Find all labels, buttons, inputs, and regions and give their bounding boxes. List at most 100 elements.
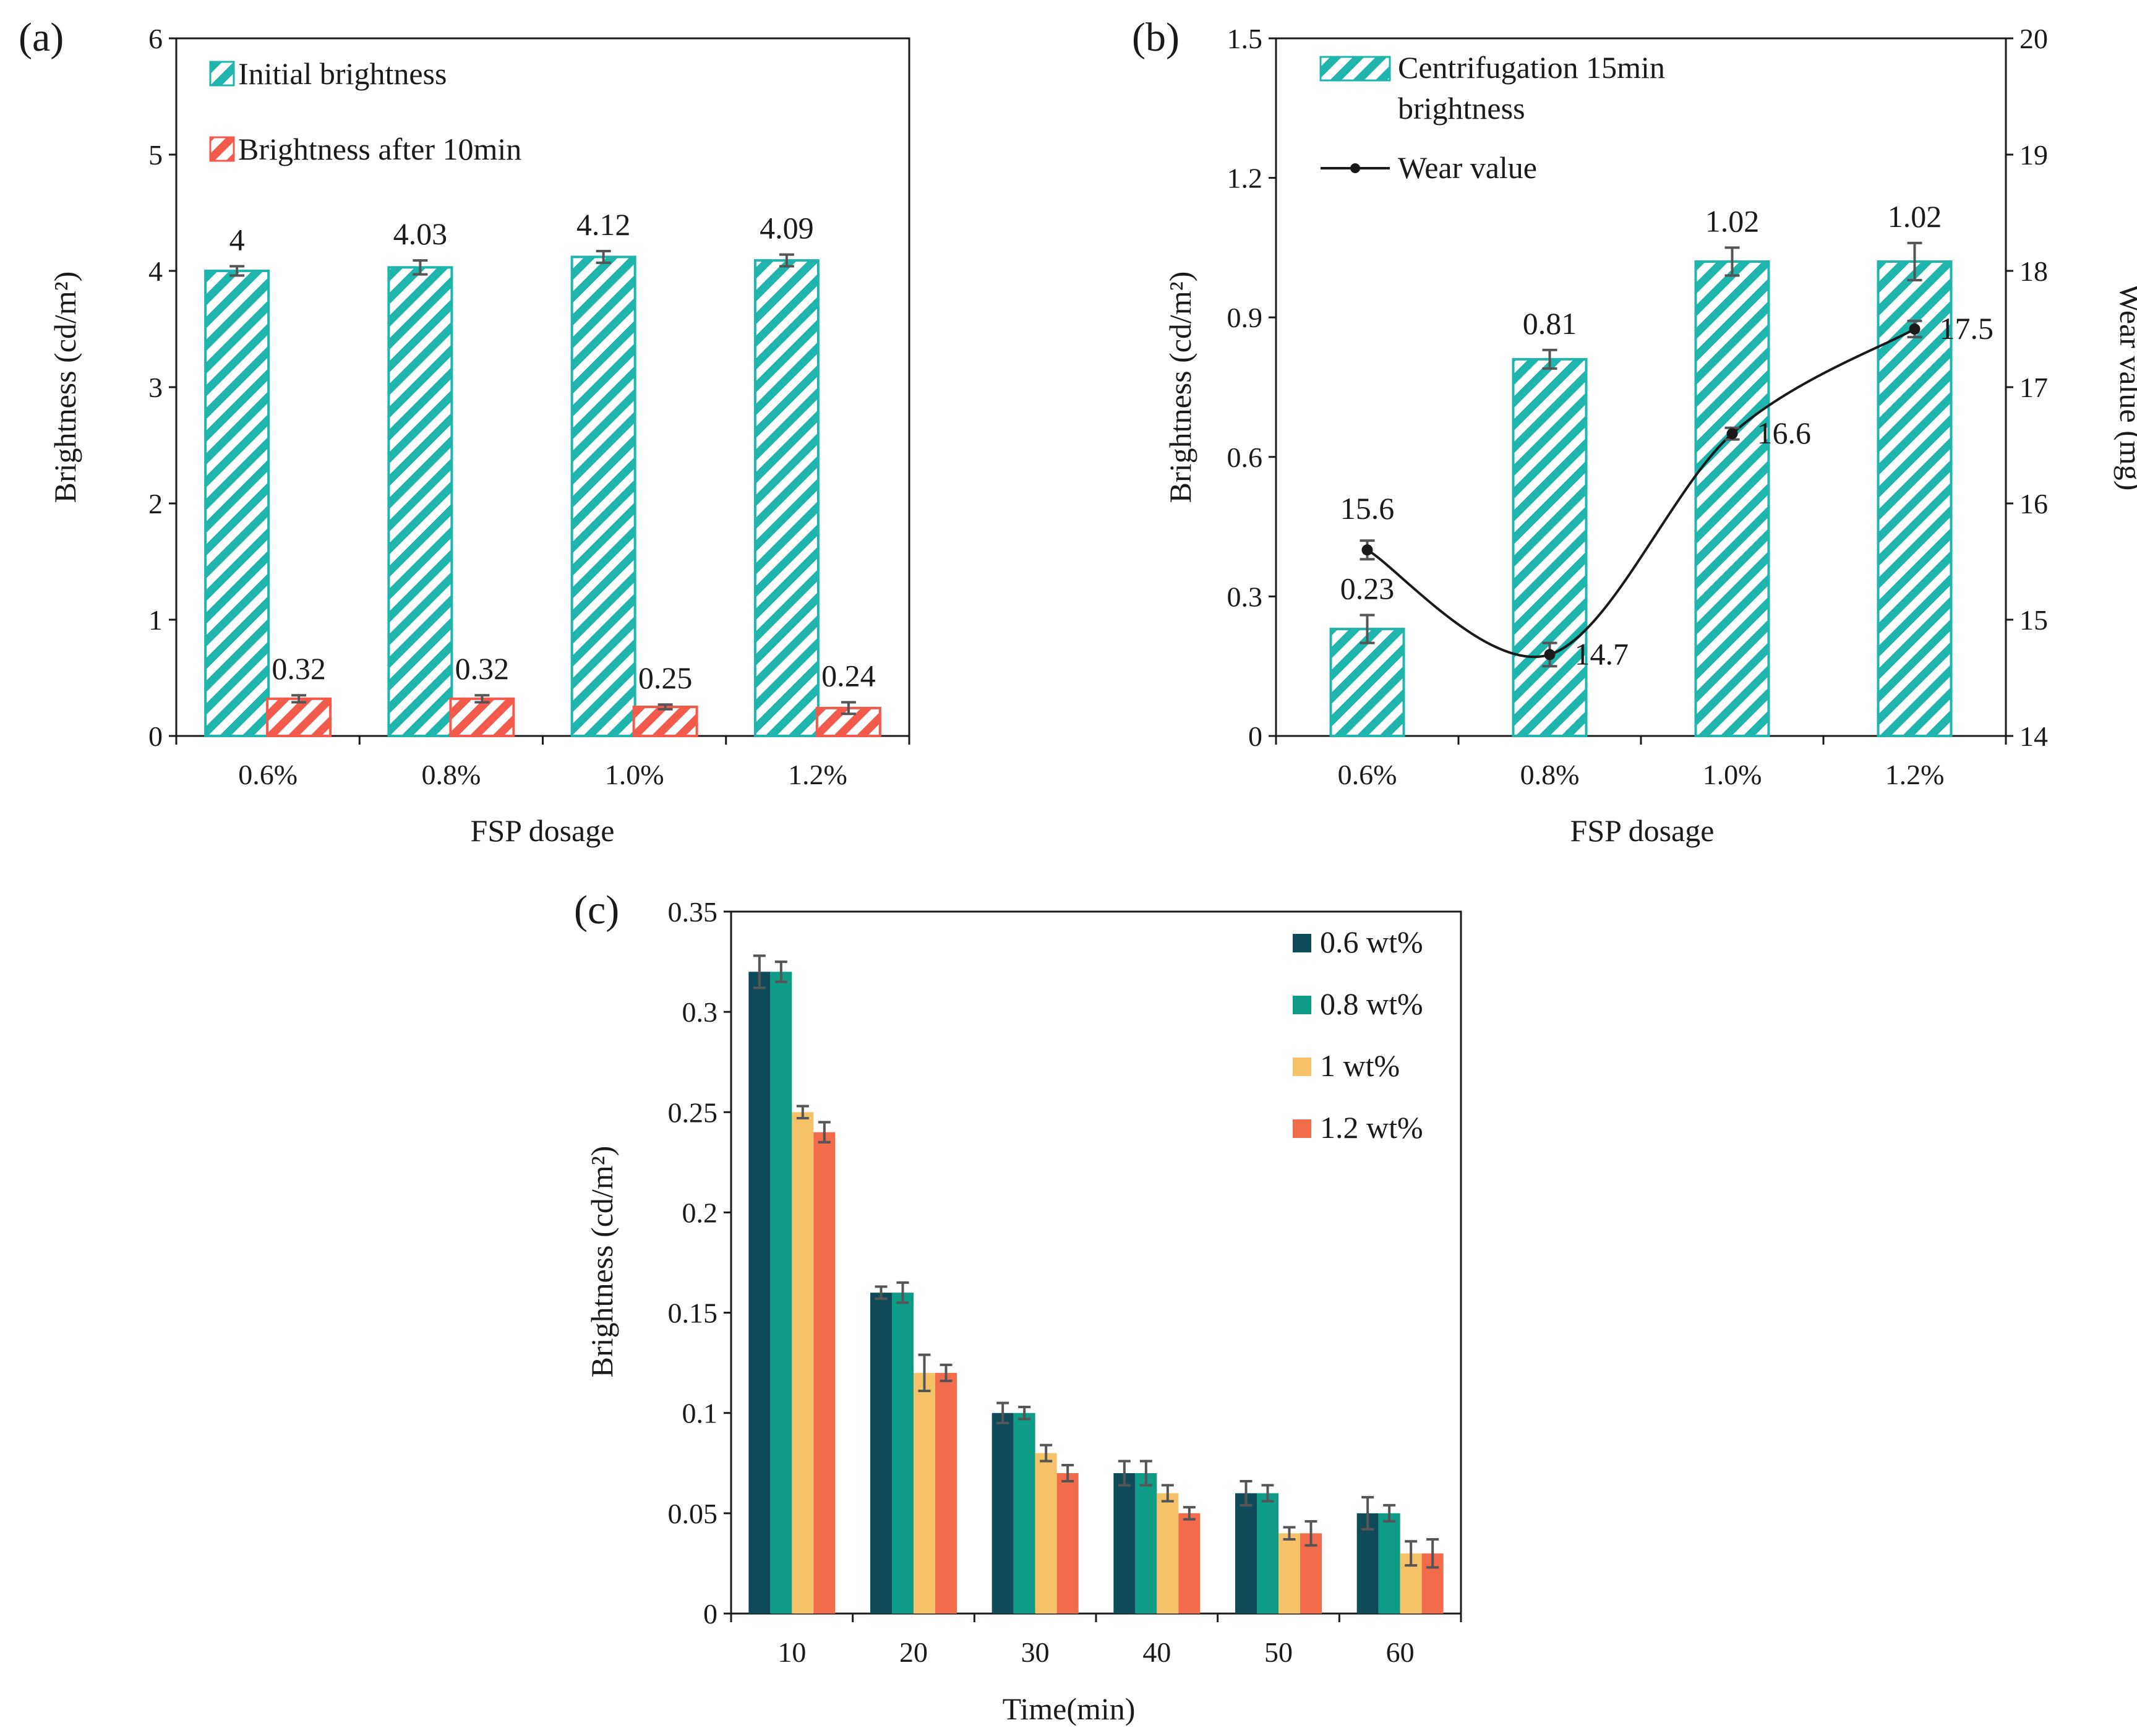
panel-c-error-bar	[996, 1401, 1009, 1424]
panel-c-chart: (c) 0 0.05 0.1 0.15 0.2 0.25 0.3 0.35 10 20 30 40 5…	[574, 887, 1462, 1726]
panel-c-legend-label-1: 0.8 wt%	[1320, 986, 1423, 1021]
panel-b-wear-label: 14.7	[1575, 636, 1629, 671]
panel-b-wear-value-line	[1366, 328, 1916, 659]
panel-c-x-axis-title: Time(min)	[1003, 1691, 1136, 1726]
panel-b-y-right-tick-label: 17	[2019, 372, 2048, 403]
panel-c-y-tick-label: 0.15	[668, 1298, 718, 1329]
panel-c-x-tick-label: 60	[1386, 1636, 1415, 1668]
panel-c-error-bar	[1139, 1460, 1152, 1487]
panel-a-bar-initial	[204, 270, 270, 737]
panel-b-y-right-tick-label: 16	[2019, 488, 2048, 520]
panel-c-y-axis-title: Brightness (cd/m²)	[585, 1146, 619, 1378]
panel-b-y-right-tick-label: 19	[2019, 139, 2048, 171]
panel-a-y-tick-label: 3	[148, 372, 163, 403]
panel-b-x-tick-label: 1.0%	[1703, 759, 1762, 790]
panel-c-bar-series-2	[792, 1112, 814, 1614]
panel-c-legend-label-0: 0.6 wt%	[1320, 925, 1423, 959]
panel-c-x-tick-label: 30	[1021, 1636, 1050, 1668]
panel-c-error-bar	[1383, 1503, 1396, 1523]
panel-c-error-bar	[1040, 1443, 1053, 1463]
panel-a-y-tick-label: 5	[148, 139, 163, 171]
panel-b-y-tick-label: 1.5	[1227, 23, 1263, 54]
panel-c-error-bar	[774, 960, 787, 983]
panel-c-x-tick-label: 20	[899, 1636, 928, 1668]
panel-c-y-tick-label: 0.05	[668, 1498, 718, 1529]
panel-a-error-bar	[291, 694, 307, 704]
panel-b-wear-point	[1544, 649, 1556, 661]
panel-c-error-bar	[1118, 1460, 1131, 1487]
panel-b-wear-point	[1361, 544, 1373, 556]
panel-c-error-bar	[818, 1121, 831, 1144]
panel-a-data-label: 0.32	[272, 651, 326, 686]
panel-c-bar-series-2	[1035, 1453, 1057, 1614]
panel-c-error-bar	[1304, 1520, 1317, 1547]
panel-b-y-right-tick-label: 18	[2019, 255, 2048, 287]
panel-b-bar-label: 0.23	[1340, 571, 1395, 605]
panel-b-y-tick-label: 0	[1248, 720, 1262, 752]
panel-a-data-label: 4.03	[393, 216, 448, 251]
panel-a-bar-after-10min	[632, 706, 698, 737]
panel-b-wear-label: 16.6	[1757, 416, 1812, 450]
panel-c-legend-label-2: 1 wt%	[1320, 1048, 1400, 1083]
panel-b-x-tick-label: 0.6%	[1338, 759, 1397, 790]
panel-c-error-bar	[918, 1353, 931, 1393]
panel-b-y-tick-label: 0.9	[1227, 302, 1263, 333]
panel-b-legend: Centrifugation 15min brightness Wear val…	[1319, 50, 1665, 185]
panel-a-x-tick-label: 1.0%	[605, 759, 664, 790]
panel-a-error-bar	[596, 250, 611, 264]
panel-a-x-axis-title: FSP dosage	[471, 813, 615, 848]
panel-a-y-axis-title: Brightness (cd/m²)	[48, 272, 82, 503]
panel-c-bar-series-2	[914, 1372, 935, 1614]
panel-c-bar-series-3	[1178, 1513, 1201, 1614]
panel-c-error-bar	[1061, 1464, 1074, 1482]
panel-c-legend: 0.6 wt% 0.8 wt% 1 wt% 1.2 wt%	[1293, 925, 1423, 1145]
panel-c-error-bar	[1405, 1540, 1418, 1567]
panel-a-bar-after-10min	[266, 697, 332, 737]
panel-a-bar-initial	[387, 266, 453, 737]
panel-c-label: (c)	[574, 887, 619, 933]
panel-a-y-tick-label: 4	[148, 255, 163, 287]
legend-swatch-initial-brightness	[209, 61, 235, 87]
panel-a-x-tick-label: 0.8%	[421, 759, 481, 790]
panel-b-y-tick-label: 0.3	[1227, 581, 1263, 612]
panel-c-y-tick-label: 0	[703, 1598, 717, 1630]
panel-c-error-bar	[753, 954, 766, 990]
panel-c-bar-series-0	[870, 1293, 892, 1614]
panel-b-x-tick-label: 0.8%	[1520, 759, 1580, 790]
panel-b-y-right-tick-label: 20	[2019, 23, 2048, 54]
panel-c-y-tick-label: 0.35	[668, 896, 718, 928]
panel-b-label: (b)	[1132, 15, 1180, 60]
panel-b-chart: (b) 0 0.3 0.6 0.9 1.2 1.5 14 15 16 17 18 19 20 0.6%…	[1132, 15, 2137, 848]
panel-c-bar-series-1	[892, 1293, 914, 1614]
panel-c-bar-series-3	[935, 1372, 957, 1614]
panel-b-bar-label: 1.02	[1705, 203, 1760, 238]
panel-b-y-tick-label: 1.2	[1227, 163, 1263, 194]
panel-b-bar-error	[1542, 348, 1557, 370]
panel-c-bar-series-1	[1013, 1413, 1035, 1614]
panel-b-y-axis-title-right: Wear value (mg)	[2113, 284, 2137, 491]
panel-a-bar-initial	[753, 259, 820, 737]
panel-c-bar-series-0	[1113, 1473, 1136, 1614]
panel-c-legend-swatch-1	[1293, 996, 1311, 1014]
panel-c-error-bar	[796, 1105, 809, 1120]
panel-b-bar-error	[1360, 614, 1375, 644]
panel-c-legend-swatch-0	[1293, 934, 1311, 952]
panel-c-error-bar	[1361, 1495, 1374, 1531]
panel-b-y-right-tick-label: 14	[2019, 720, 2048, 752]
panel-c-error-bar	[1161, 1484, 1174, 1503]
panel-a-data-label: 0.25	[638, 661, 693, 695]
panel-c-bar-series-2	[1278, 1533, 1300, 1614]
legend-swatch-brightness-after-10min	[209, 136, 235, 162]
panel-a-y-tick-label: 2	[148, 488, 163, 520]
panel-c-bar-series-2	[1157, 1493, 1179, 1614]
panel-b-wear-point	[1726, 428, 1738, 440]
panel-b-wear-point	[1909, 323, 1921, 335]
panel-c-legend-swatch-3	[1293, 1119, 1311, 1138]
legend-swatch-wear-value-marker	[1350, 163, 1360, 173]
panel-c-bar-series-3	[1056, 1473, 1079, 1614]
panel-a-legend: Initial brightness Brightness after 10mi…	[209, 56, 521, 166]
panel-b-bar	[1694, 260, 1770, 737]
panel-a-x-tick-label: 0.6%	[238, 759, 298, 790]
panel-c-error-bar	[1183, 1506, 1196, 1521]
